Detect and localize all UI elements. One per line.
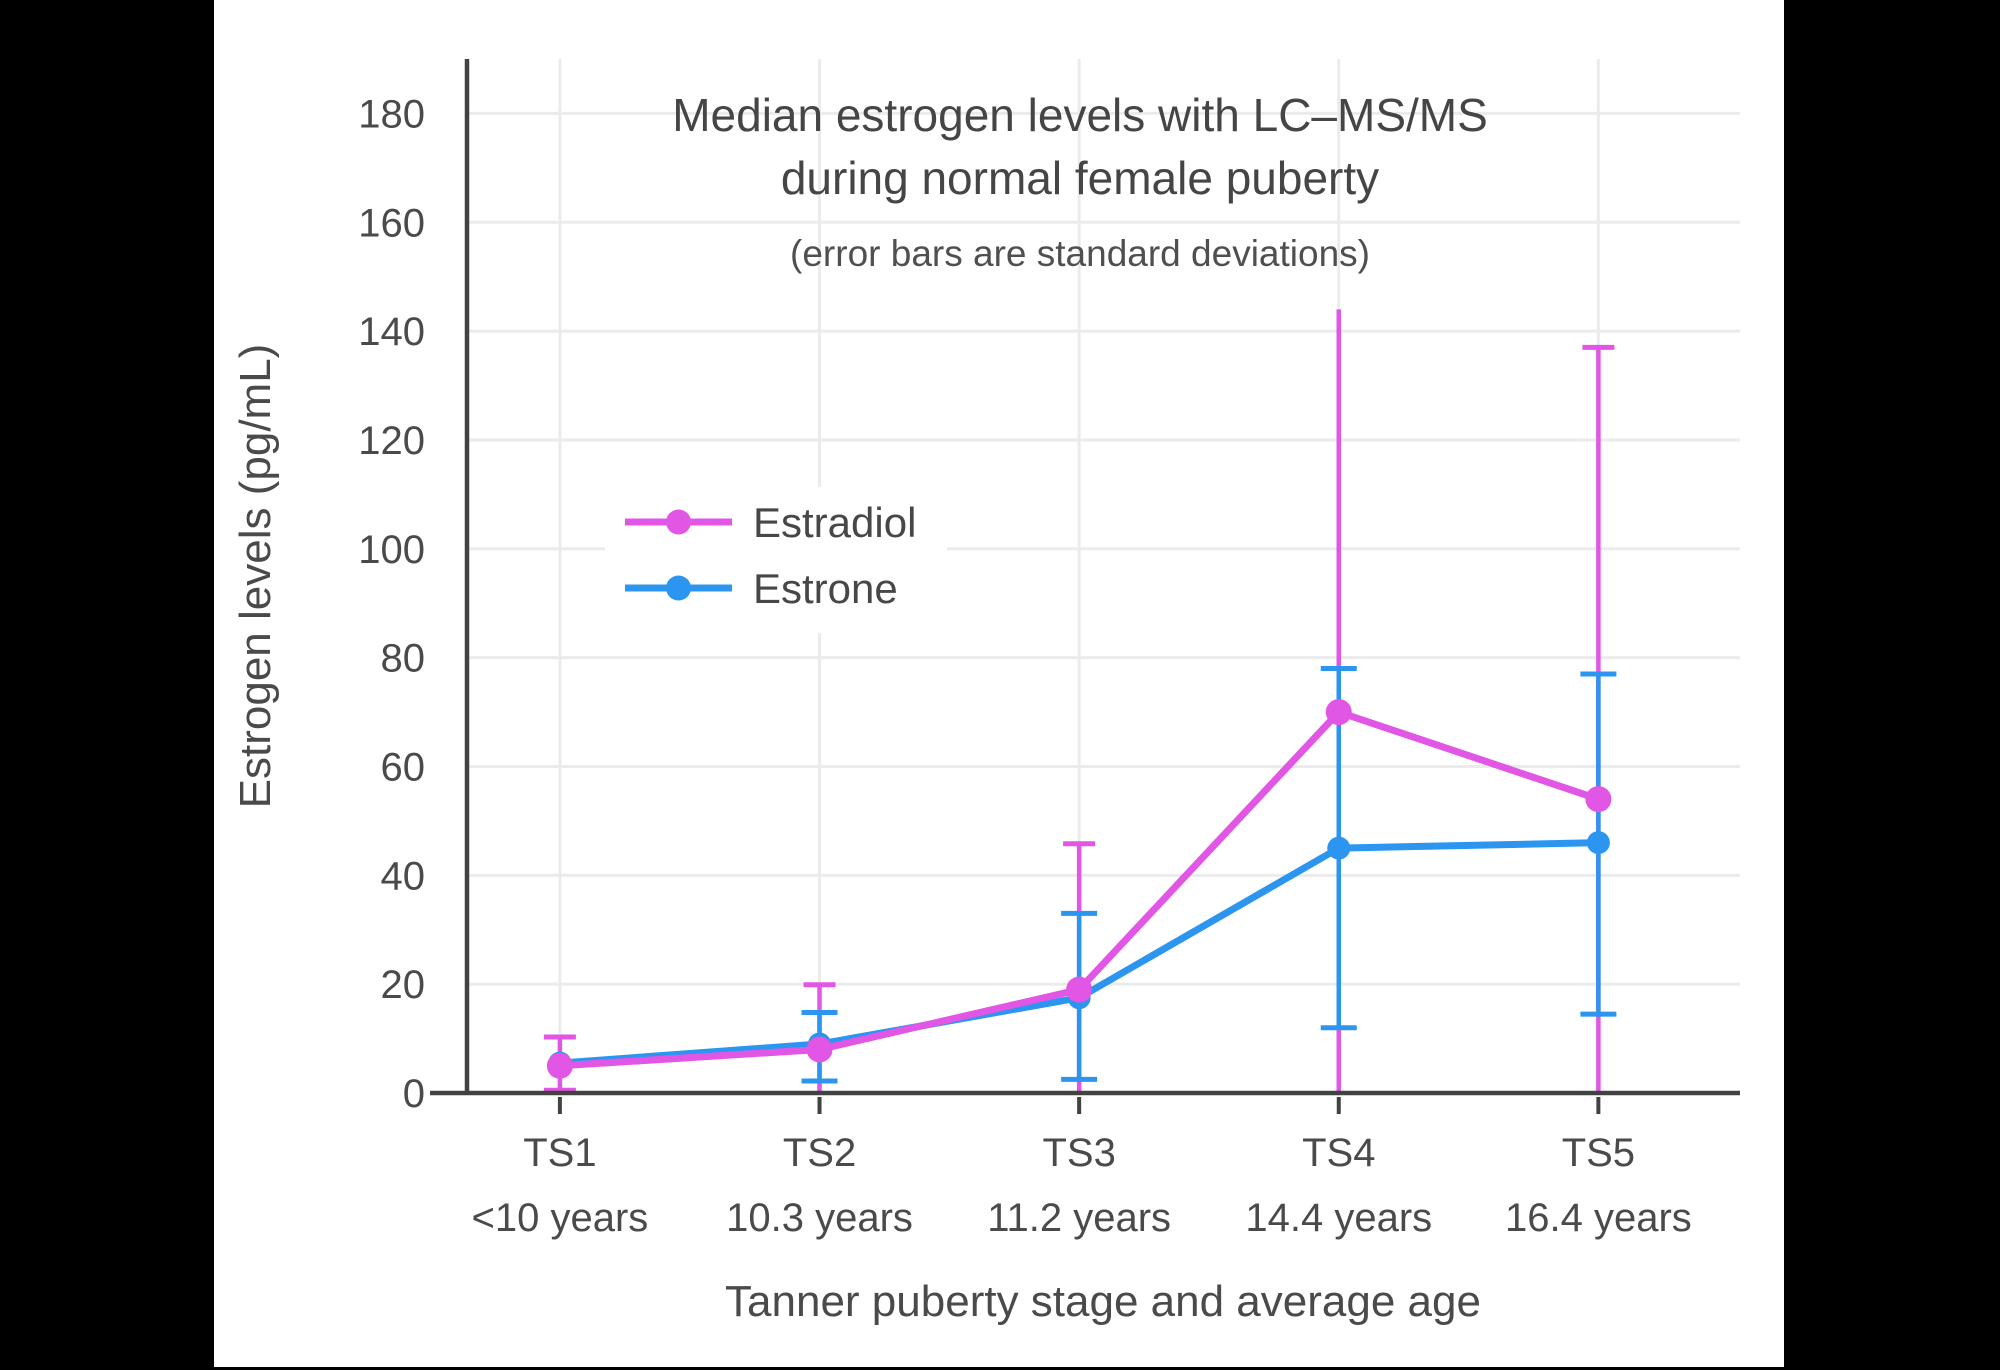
- data-point-estradiol-ts1: [546, 1052, 573, 1079]
- y-tick-label: 80: [381, 637, 426, 681]
- y-tick-label: 180: [358, 92, 425, 136]
- letterbox-left: [0, 0, 214, 1370]
- series-traces: [546, 699, 1612, 1079]
- chart-title-line2: during normal female puberty: [781, 152, 1379, 204]
- y-tick-label: 140: [358, 310, 425, 354]
- legend-marker-sample: [666, 575, 691, 601]
- x-tick-label-stage: TS4: [1302, 1131, 1375, 1175]
- x-tick-label-stage: TS3: [1042, 1131, 1115, 1175]
- data-point-estradiol-ts2: [806, 1036, 833, 1063]
- series-estradiol: [546, 699, 1612, 1079]
- x-tick-label-age: 14.4 years: [1245, 1196, 1432, 1240]
- y-tick-label: 60: [381, 745, 426, 789]
- y-tick-label: 100: [358, 528, 425, 572]
- x-tick-label-stage: TS5: [1562, 1131, 1635, 1175]
- x-tick-label-age: 16.4 years: [1505, 1196, 1692, 1240]
- chart-subtitle: (error bars are standard deviations): [790, 233, 1370, 274]
- y-axis-title: Estrogen levels (pg/mL): [231, 344, 280, 809]
- x-tick-label-age: <10 years: [472, 1196, 649, 1240]
- chart-svg: 0 20 40 60 80 100 120 140 160 180 TS1 <10 years TS2 1…: [231, 59, 1740, 1326]
- legend-marker-sample: [666, 509, 691, 535]
- y-tick-label: 160: [358, 201, 425, 245]
- data-point-estradiol-ts4: [1325, 699, 1352, 726]
- legend-label: Estrone: [753, 565, 898, 612]
- letterbox-right: [1784, 0, 2000, 1370]
- y-tick-label: 120: [358, 419, 425, 463]
- legend-background: [605, 487, 947, 633]
- axes: [430, 59, 1740, 1114]
- x-tick-label-age: 11.2 years: [987, 1196, 1171, 1240]
- legend-item-estradiol[interactable]: Estradiol: [625, 499, 916, 546]
- data-point-estrone-ts5: [1586, 831, 1610, 855]
- x-tick-label-stage: TS1: [523, 1131, 596, 1175]
- chart-canvas: 0 20 40 60 80 100 120 140 160 180 TS1 <10 years TS2 1…: [214, 0, 1784, 1367]
- data-point-estrone-ts4: [1327, 836, 1351, 860]
- legend-label: Estradiol: [753, 499, 916, 546]
- y-tick-label: 0: [403, 1072, 425, 1116]
- legend-item-estrone[interactable]: Estrone: [625, 565, 898, 612]
- x-axis-title: Tanner puberty stage and average age: [725, 1277, 1481, 1326]
- data-point-estradiol-ts5: [1585, 786, 1612, 813]
- tick-labels: 0 20 40 60 80 100 120 140 160 180 TS1 <10 years TS2 1…: [358, 92, 1692, 1240]
- x-tick-label-age: 10.3 years: [726, 1196, 913, 1240]
- y-tick-label: 20: [381, 963, 426, 1007]
- chart-title-line1: Median estrogen levels with LC–MS/MS: [672, 89, 1488, 141]
- x-tick-label-stage: TS2: [783, 1131, 856, 1175]
- y-tick-label: 40: [381, 854, 426, 898]
- legend: Estradiol Estrone: [605, 487, 947, 633]
- data-point-estradiol-ts3: [1066, 976, 1093, 1003]
